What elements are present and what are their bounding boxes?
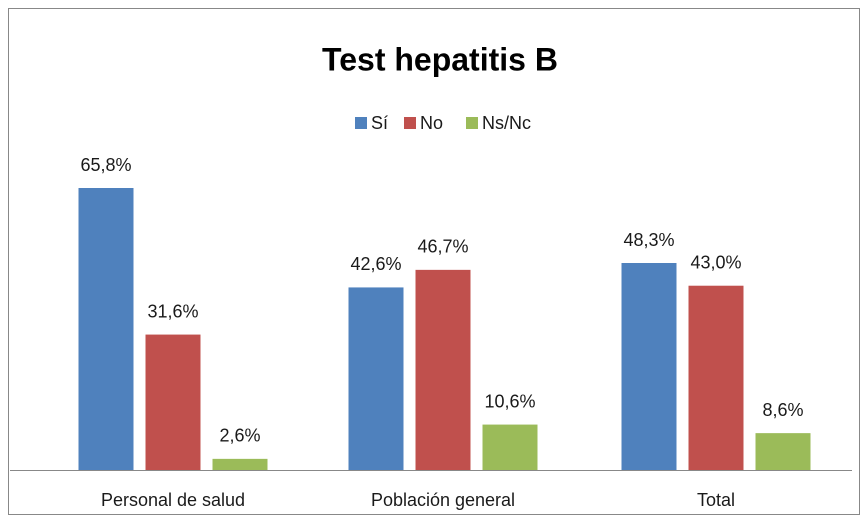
bar [688,285,744,470]
x-tick-label: Personal de salud [101,490,245,510]
legend-label: Sí [371,113,388,133]
legend-swatch [404,117,416,129]
data-label: 10,6% [484,391,535,411]
x-tick-label: Total [697,490,735,510]
data-label: 48,3% [623,230,674,250]
bar [482,424,538,470]
bar [348,287,404,470]
legend-label: No [420,113,443,133]
x-tick-label: Población general [371,490,515,510]
data-label: 43,0% [690,252,741,272]
bar [78,188,134,470]
legend-label: Ns/Nc [482,113,531,133]
bar [212,458,268,470]
legend-swatch [466,117,478,129]
data-label: 65,8% [80,155,131,175]
data-label: 8,6% [762,400,803,420]
chart-title: Test hepatitis B [322,41,558,77]
legend-swatch [355,117,367,129]
bar [145,334,201,470]
bar [621,263,677,470]
data-label: 2,6% [219,426,260,446]
bar [755,433,811,470]
data-label: 31,6% [147,301,198,321]
data-label: 42,6% [350,254,401,274]
bar [415,269,471,470]
data-label: 46,7% [417,237,468,257]
